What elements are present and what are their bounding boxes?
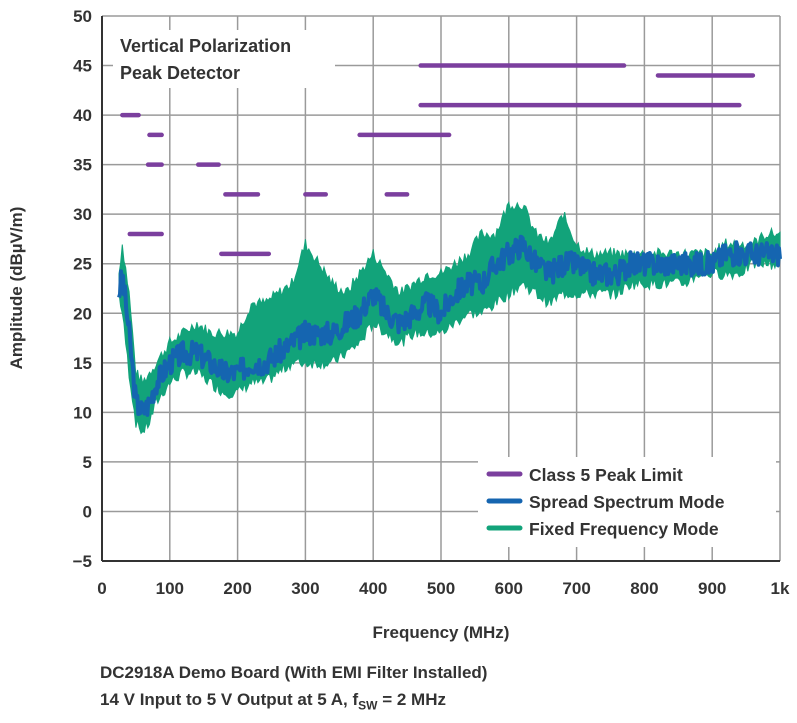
x-tick-label: 400 [359, 579, 387, 598]
y-tick-label: 25 [73, 255, 92, 274]
caption-line-2: 14 V Input to 5 V Output at 5 A, fSW = 2… [100, 690, 446, 712]
legend-label-fixed: Fixed Frequency Mode [529, 519, 719, 539]
y-tick-label: 50 [73, 7, 92, 26]
legend-label-spread: Spread Spectrum Mode [529, 492, 725, 512]
spread-spectrum-line [117, 234, 782, 417]
x-tick-label: 500 [427, 579, 455, 598]
annotation-line-1: Vertical Polarization [120, 36, 291, 56]
y-tick-label: 0 [83, 502, 92, 521]
y-tick-label: 10 [73, 403, 92, 422]
legend-background [478, 457, 776, 547]
y-tick-label: 15 [73, 354, 92, 373]
x-tick-label: 700 [562, 579, 590, 598]
y-tick-label: 40 [73, 106, 92, 125]
class5-limit-segments [120, 63, 756, 257]
x-tick-label: 100 [156, 579, 184, 598]
x-tick-label: 200 [223, 579, 251, 598]
x-tick-label: 0 [97, 579, 106, 598]
legend-label-limit: Class 5 Peak Limit [529, 465, 683, 485]
x-tick-label: 1k [771, 579, 790, 598]
y-tick-label: 30 [73, 205, 92, 224]
caption-line-1: DC2918A Demo Board (With EMI Filter Inst… [100, 663, 488, 682]
y-tick-label: 35 [73, 156, 92, 175]
caption-line-2-suffix: = 2 MHz [377, 690, 446, 709]
y-axis-label: Amplitude (dBµV/m) [7, 207, 26, 370]
axes [101, 16, 780, 562]
legend: Class 5 Peak Limit Spread Spectrum Mode … [478, 457, 776, 547]
spread-spectrum-trace [117, 234, 782, 417]
x-axis-label: Frequency (MHz) [373, 623, 510, 642]
x-tick-labels: 0 100 200 300 400 500 600 700 800 900 1k [97, 579, 790, 598]
y-tick-label: 45 [73, 57, 92, 76]
x-tick-label: 600 [495, 579, 523, 598]
x-tick-label: 900 [698, 579, 726, 598]
x-tick-label: 800 [630, 579, 658, 598]
annotation-background [113, 30, 335, 88]
y-tick-label: 20 [73, 304, 92, 323]
y-tick-labels: −5 0 5 10 15 20 25 30 35 40 45 50 [73, 7, 92, 571]
caption-line-2-subscript: SW [358, 698, 378, 713]
x-tick-label: 300 [291, 579, 319, 598]
annotation-line-2: Peak Detector [120, 63, 240, 83]
caption-line-2-text: 14 V Input to 5 V Output at 5 A, f [100, 690, 359, 709]
y-tick-label: −5 [73, 552, 92, 571]
y-tick-label: 5 [83, 453, 92, 472]
